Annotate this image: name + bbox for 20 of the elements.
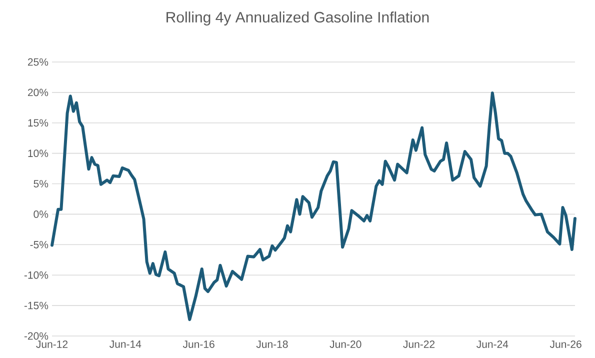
x-tick-label: Jun-24	[476, 340, 508, 348]
y-tick-label: -20%	[24, 332, 48, 340]
y-tick-label: -5%	[30, 240, 48, 248]
y-tick-label: -15%	[24, 302, 48, 310]
x-tick-label: Jun-18	[256, 340, 288, 348]
y-tick-label: -10%	[24, 271, 48, 279]
x-tick-label: Jun-16	[182, 340, 214, 348]
y-tick-label: 20%	[28, 88, 48, 96]
x-tick-label: Jun-26	[550, 340, 582, 348]
x-tick-label: Jun-12	[36, 340, 68, 348]
x-tick-label: Jun-20	[330, 340, 362, 348]
y-tick-label: 25%	[28, 58, 48, 66]
x-tick-label: Jun-22	[403, 340, 435, 348]
chart-title: Rolling 4y Annualized Gasoline Inflation	[166, 12, 429, 26]
y-tick-label: 5%	[34, 180, 48, 188]
y-tick-label: 15%	[28, 119, 48, 127]
y-tick-label: 10%	[28, 150, 48, 158]
y-tick-label: 0%	[34, 210, 48, 218]
x-tick-label: Jun-14	[110, 340, 142, 348]
line-series	[50, 92, 576, 322]
